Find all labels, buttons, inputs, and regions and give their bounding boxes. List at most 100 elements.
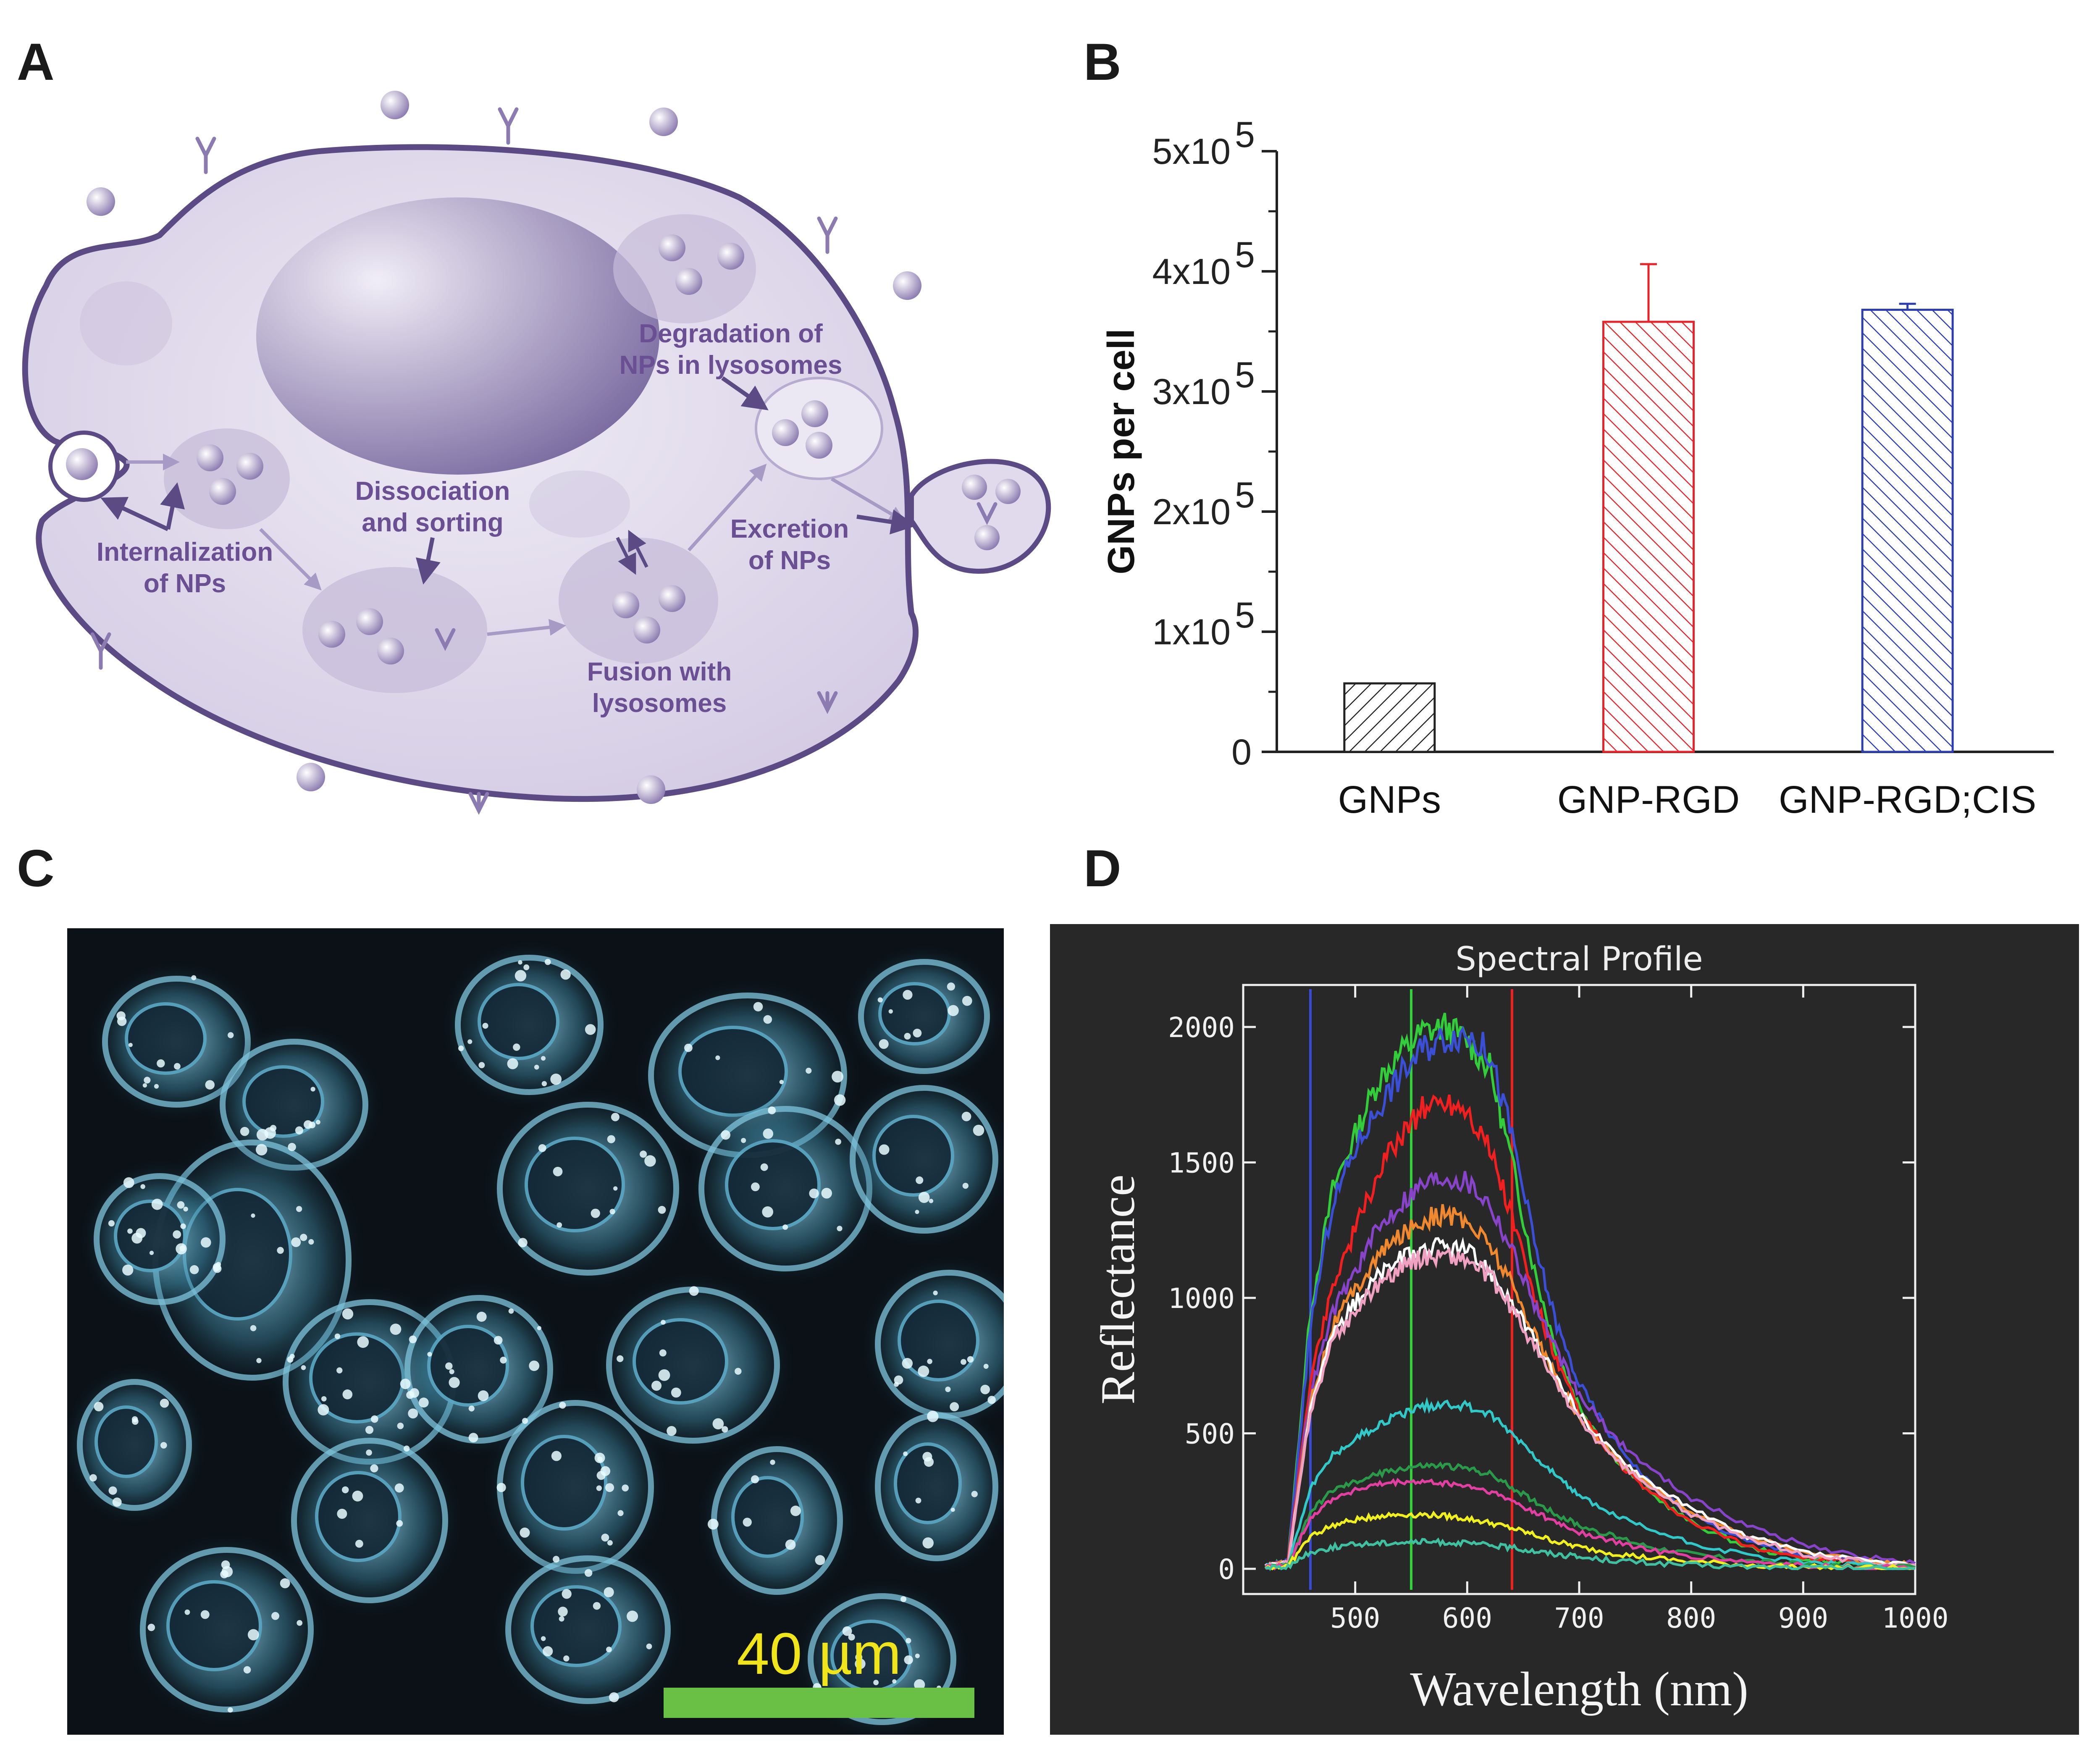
gold-nanoparticle-spot (541, 1636, 546, 1641)
gold-nanoparticle-spot (585, 1024, 596, 1035)
gold-nanoparticle-spot (449, 1369, 454, 1374)
gold-nanoparticle-spot (403, 1445, 410, 1452)
gold-nanoparticle-spot (607, 1135, 615, 1143)
gold-nanoparticle-spot (160, 1398, 169, 1408)
label-degradation-line1: Degradation of (639, 319, 823, 348)
y-tick-label: 5x10 (1152, 131, 1231, 172)
gold-nanoparticle-spot (256, 1358, 262, 1363)
spectrum-teal (1265, 1537, 1916, 1571)
gold-nanoparticle-spot (646, 1643, 652, 1649)
gold-nanoparticle-spot (684, 1043, 693, 1052)
gold-nanoparticle-spot (445, 1362, 453, 1370)
gold-nanoparticle-spot (929, 1199, 934, 1203)
gold-nanoparticle-spot (390, 1324, 402, 1335)
gold-nanoparticle-spot (108, 1220, 115, 1227)
gold-nanoparticle-spot (961, 1359, 966, 1365)
gold-nanoparticle-spot (922, 1537, 934, 1549)
gold-nanoparticle-spot (304, 1120, 312, 1129)
pathway-arrows (100, 376, 916, 636)
gold-nanoparticle-spot (370, 1415, 378, 1423)
gold-nanoparticle-spot (173, 1230, 181, 1239)
gold-nanoparticle-spot (478, 1062, 485, 1069)
gold-nanoparticle-spot (467, 1039, 472, 1044)
gold-nanoparticle-spot (123, 1177, 134, 1188)
gold-nanoparticle-spot (342, 1389, 353, 1400)
gold-nanoparticle-spot (721, 1130, 731, 1140)
gold-nanoparticle-spot (741, 1138, 746, 1143)
gold-nanoparticle-spot (518, 1238, 528, 1247)
spectral-title: Spectral Profile (1455, 940, 1703, 978)
spectrum-yellow (1265, 1510, 1916, 1570)
gold-nanoparticle-spot (458, 1045, 464, 1051)
spectral-curves (1264, 1012, 1916, 1571)
y-tick-label: 3x10 (1152, 372, 1231, 412)
cell-outline (455, 955, 604, 1095)
gold-nanoparticle-spot (300, 1234, 307, 1241)
gold-nanoparticle-spot (902, 1358, 913, 1369)
gold-nanoparticle-spot (950, 1402, 959, 1412)
cell-outline (404, 1295, 553, 1444)
gold-nanoparticle-spot (559, 1616, 564, 1622)
gold-nanoparticle-spot (149, 1250, 154, 1255)
nanoparticle (66, 448, 98, 480)
gold-nanoparticle-spot (563, 1655, 570, 1662)
gold-nanoparticle-spot (596, 1485, 602, 1491)
faint-vesicle (529, 470, 630, 538)
gold-nanoparticle-spot (751, 1475, 759, 1484)
gold-nanoparticle-spot (948, 1005, 959, 1016)
nanoparticle (356, 608, 383, 635)
panel-label-b: B (1084, 33, 1121, 91)
gold-nanoparticle-spot (520, 1527, 530, 1538)
cell-outline (77, 1379, 192, 1511)
y-tick-exponent: 5 (1235, 115, 1255, 155)
gold-nanoparticle-spot (500, 1356, 507, 1364)
cell-nucleus (894, 1442, 962, 1524)
gold-nanoparticle-spot (842, 1626, 852, 1636)
x-tick-label: 700 (1554, 1602, 1604, 1634)
gold-nanoparticle-spot (879, 1039, 889, 1049)
gold-nanoparticle-spot (627, 1610, 638, 1622)
gold-nanoparticle-spot (768, 1106, 776, 1114)
gold-nanoparticle-spot (396, 1520, 403, 1527)
gold-nanoparticle-spot (855, 1658, 866, 1669)
gold-nanoparticle-spot (157, 1059, 165, 1068)
gold-nanoparticle-spot (541, 1056, 546, 1061)
nanoparticle (801, 400, 828, 427)
gold-nanoparticle-spot (538, 1144, 546, 1152)
gold-nanoparticle-spot (514, 970, 527, 982)
darkfield-micrograph: 40 µm (67, 928, 1004, 1735)
gold-nanoparticle-spot (94, 1402, 104, 1412)
cell-outline (808, 1593, 956, 1725)
spectrum-dark-green (1265, 1461, 1916, 1571)
gold-nanoparticle-spot (722, 1426, 728, 1433)
spectrum-orange (1265, 1204, 1916, 1569)
gold-nanoparticle-spot (962, 995, 972, 1006)
y-tick-label: 500 (1185, 1418, 1235, 1450)
nucleus (256, 197, 659, 475)
faint-vesicle (80, 281, 172, 365)
panel-label-c: C (17, 840, 55, 898)
cell-nucleus (315, 1471, 402, 1562)
y-axis-label: GNPs per cell (1100, 328, 1142, 574)
gold-nanoparticle-spot (297, 1620, 303, 1626)
gold-nanoparticle-spot (408, 1408, 418, 1419)
cell-outline (850, 1085, 998, 1234)
gold-nanoparticle-spot (357, 1336, 369, 1348)
nanoparticle (659, 234, 685, 261)
y-tick-label: 2000 (1168, 1011, 1235, 1044)
gold-nanoparticle-spot (927, 1410, 939, 1422)
spectrum-cyan (1264, 1397, 1916, 1570)
nanoparticle (197, 444, 223, 471)
y-tick-label: 1000 (1168, 1282, 1235, 1315)
lysosome (755, 377, 883, 480)
category-labels: GNPs GNP-RGD GNP-RGD;CIS (1338, 778, 2037, 821)
label-internalization-line2: of NPs (144, 569, 226, 598)
gold-nanoparticle-spot (122, 1264, 134, 1276)
spectrum-purple (1265, 1171, 1916, 1569)
gold-nanoparticle-spot (144, 1077, 151, 1084)
gold-nanoparticle-spot (832, 1071, 844, 1083)
gold-nanoparticle-spot (321, 1396, 327, 1402)
gold-nanoparticle-spot (291, 1237, 301, 1247)
nanoparticle (675, 268, 702, 295)
